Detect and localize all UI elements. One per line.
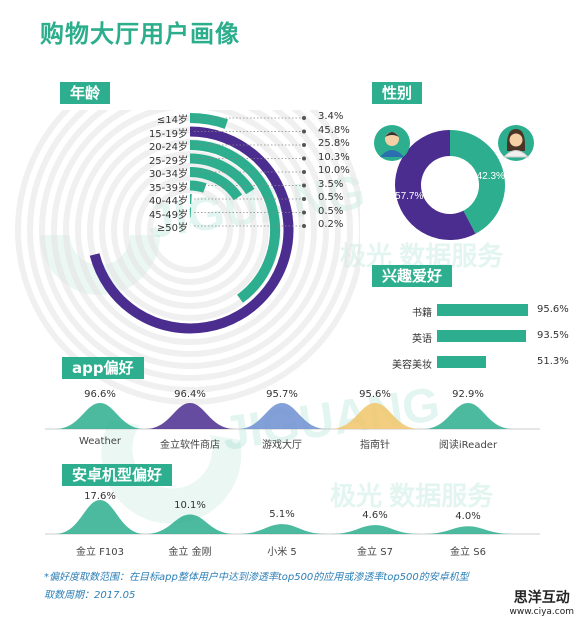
phone-value-2: 5.1% [269, 509, 295, 520]
app-name-4: 阅读iReader [438, 440, 498, 451]
interest-value-0: 95.6% [537, 304, 569, 315]
male-avatar-icon [374, 125, 410, 161]
gender-donut-chart: 57.7% 42.3% [374, 125, 534, 240]
age-radial-chart [15, 110, 360, 405]
footnote-scope: *偏好度取数范围：在目标app整体用户中达到渗透率top500的应用或渗透率to… [44, 572, 469, 583]
interest-value-2: 51.3% [537, 356, 569, 367]
app-section-header: app偏好 [62, 357, 144, 379]
app-value-4: 92.9% [452, 389, 484, 400]
footnote-period: 取数周期：2017.05 [44, 590, 136, 601]
page-title: 购物大厅用户画像 [40, 20, 240, 48]
age-label-1: 15-19岁 [148, 128, 188, 140]
app-value-2: 95.7% [266, 389, 298, 400]
age-bar-5 [189, 180, 207, 193]
corner-logo-url: www.ciya.com [509, 607, 575, 617]
age-bar-0 [189, 113, 229, 129]
interest-label-2: 美容美妆 [392, 360, 432, 371]
app-name-0: Weather [78, 436, 122, 447]
age-bar-2 [189, 140, 280, 303]
age-dot-6 [302, 197, 306, 201]
interest-section-header: 兴趣爱好 [372, 265, 453, 287]
phone-name-2: 小米 5 [267, 547, 297, 558]
interest-bar-1 [437, 330, 526, 342]
age-dot-0 [302, 116, 306, 120]
app-preference-chart [45, 403, 540, 430]
watermark-logo-bottom [101, 420, 242, 524]
age-value-2: 25.8% [318, 138, 350, 149]
interest-bar-0 [437, 304, 528, 316]
app-value-3: 95.6% [359, 389, 391, 400]
phone-value-3: 4.6% [362, 510, 388, 521]
app-curve-2 [237, 403, 327, 429]
phone-curve-3 [330, 525, 420, 534]
age-label-5: 35-39岁 [148, 182, 188, 194]
age-label-0: ≤14岁 [156, 115, 188, 126]
age-value-4: 10.0% [318, 165, 350, 176]
phone-curve-1 [145, 514, 235, 534]
gender-slice-male [395, 130, 476, 240]
age-label-3: 25-29岁 [148, 155, 188, 167]
phone-preference-chart [45, 500, 540, 535]
age-value-5: 3.5% [318, 178, 344, 190]
phone-value-0: 17.6% [84, 491, 116, 502]
age-value-0: 3.4% [318, 111, 344, 122]
gender-slice-female [449, 130, 505, 234]
watermark-slogan-2: 极光 数据服务 [330, 481, 493, 511]
female-avatar-icon [498, 125, 534, 161]
interest-bar-2 [437, 356, 486, 368]
age-value-8: 0.2% [318, 219, 344, 230]
phone-name-0: 金立 F103 [75, 547, 125, 558]
age-dot-5 [302, 183, 306, 188]
phone-value-1: 10.1% [174, 500, 206, 511]
age-dot-3 [302, 156, 306, 161]
phone-name-3: 金立 S7 [357, 547, 393, 558]
age-value-3: 10.3% [318, 151, 350, 163]
gender-section-header: 性别 [372, 82, 423, 104]
age-section-header: 年龄 [60, 82, 111, 104]
age-dot-7 [302, 210, 306, 215]
corner-logo-cn: 思洋互动 [513, 590, 570, 606]
app-curve-4 [423, 403, 513, 429]
age-bar-1 [89, 126, 294, 334]
app-curve-0 [55, 403, 145, 429]
gender-label-male: 57.7% [395, 191, 423, 202]
age-value-7: 0.5% [318, 205, 344, 217]
age-value-1: 45.8% [318, 124, 350, 136]
age-label-2: 20-24岁 [148, 142, 188, 153]
age-label-4: 30-34岁 [148, 169, 188, 180]
age-label-7: 45-49岁 [148, 209, 188, 221]
phone-name-4: 金立 S6 [450, 547, 486, 558]
interest-label-1: 英语 [412, 334, 432, 345]
age-dot-1 [302, 129, 306, 134]
interest-value-1: 93.5% [537, 330, 569, 341]
app-name-1: 金立软件商店 [160, 440, 220, 451]
interest-label-0: 书籍 [412, 308, 432, 319]
age-bar-3 [189, 153, 255, 195]
phone-name-1: 金立 金刚 [168, 547, 212, 558]
app-curve-1 [145, 403, 235, 429]
app-name-3: 指南针 [360, 440, 390, 451]
corner-logo: 思洋互动 www.ciya.com [510, 587, 575, 617]
age-dot-2 [302, 143, 306, 147]
age-value-6: 0.5% [318, 192, 344, 203]
phone-section-header: 安卓机型偏好 [62, 464, 173, 486]
app-name-2: 游戏大厅 [262, 440, 302, 451]
app-curve-3 [330, 403, 420, 429]
app-value-0: 96.6% [84, 389, 116, 400]
app-value-1: 96.4% [174, 389, 206, 400]
phone-curve-4 [423, 526, 513, 534]
age-dot-4 [302, 170, 306, 174]
age-dot-8 [302, 224, 306, 228]
phone-value-4: 4.0% [455, 511, 481, 522]
age-label-8: ≥50岁 [156, 223, 188, 234]
age-label-6: 40-44岁 [148, 196, 188, 207]
phone-curve-0 [55, 500, 145, 534]
gender-label-female: 42.3% [477, 171, 505, 182]
phone-curve-2 [237, 524, 327, 534]
